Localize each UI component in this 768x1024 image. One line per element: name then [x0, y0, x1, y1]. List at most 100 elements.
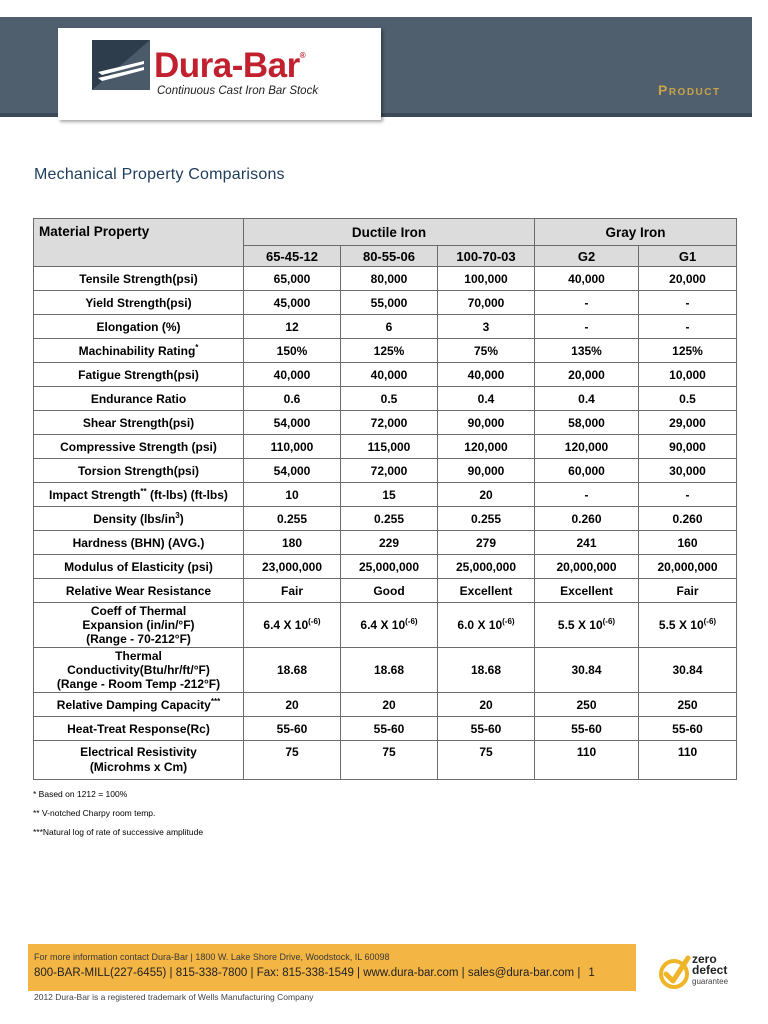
table-cell: 55-60 [340, 716, 438, 741]
table-cell: 40,000 [437, 362, 535, 387]
table-cell: 20,000 [534, 362, 639, 387]
table-cell: 0.5 [340, 386, 438, 411]
cell-value: 110 [677, 745, 698, 759]
property-label-text: Elongation (%) [96, 319, 181, 334]
cell-value: 29,000 [669, 415, 706, 430]
cell-value: 135% [571, 343, 602, 358]
table-cell: 0.4 [534, 386, 639, 411]
cell-value: 40,000 [467, 367, 505, 382]
table-cell: 241 [534, 530, 639, 555]
property-label: Relative Wear Resistance [33, 578, 244, 603]
table-cell: 20,000,000 [534, 554, 639, 579]
property-label-text: Hardness (BHN) (AVG.) [72, 535, 205, 550]
table-cell: 125% [638, 338, 737, 363]
table-cell: 54,000 [243, 458, 341, 483]
cell-value: 18.68 [276, 663, 308, 677]
cell-value: 55-60 [672, 721, 703, 736]
property-label: Thermal Conductivity(Btu/hr/ft/°F) (Range … [33, 647, 244, 693]
cell-value: 110,000 [270, 439, 314, 454]
header-grade: 100-70-03 [437, 245, 535, 267]
table-cell: 120,000 [534, 434, 639, 459]
table-row: Electrical Resistivity (Microhms x Cm) 75 7… [33, 740, 737, 780]
footnote: * Based on 1212 = 100% [33, 789, 128, 799]
table-cell: 18.68 [437, 647, 535, 693]
brand-tagline: Continuous Cast Iron Bar Stock [157, 85, 319, 97]
table-cell: 5.5 X 10(-6) [534, 602, 639, 648]
cell-value: 180 [281, 535, 303, 550]
table-cell: 18.68 [243, 647, 341, 693]
table-cell: 229 [340, 530, 438, 555]
property-label-line: Electrical Resistivity [80, 745, 197, 759]
property-label-line: Coeff of Thermal [90, 604, 187, 618]
table-cell: 0.4 [437, 386, 535, 411]
table-cell: - [638, 290, 737, 315]
cell-value: 250 [576, 697, 597, 712]
property-label-line: Expansion (in/in/°F) [82, 618, 195, 632]
table-cell: 120,000 [437, 434, 535, 459]
property-label-text: Fatigue Strength(psi) [78, 367, 199, 382]
cell-value: Fair [676, 583, 699, 598]
table-cell: 40,000 [243, 362, 341, 387]
table-row: Torsion Strength(psi) 54,000 72,000 90,000 6… [33, 458, 737, 483]
cell-exponent: (-6) [502, 617, 515, 626]
badge-line: zero [692, 952, 717, 966]
table-cell: 55,000 [340, 290, 438, 315]
property-label: Relative Damping Capacity*** [33, 692, 244, 717]
table-row: Coeff of Thermal Expansion (in/in/°F) (Ran… [33, 602, 737, 648]
footnote: ***Natural log of rate of successive amp… [33, 827, 204, 837]
table-cell: 110,000 [243, 434, 341, 459]
property-label: Electrical Resistivity (Microhms x Cm) [33, 740, 244, 780]
property-label: Elongation (%) [33, 314, 244, 339]
property-label-text: Endurance Ratio [90, 391, 187, 406]
table-cell: Excellent [534, 578, 639, 603]
table-row: Shear Strength(psi) 54,000 72,000 90,000 58,… [33, 410, 737, 435]
cell-value: 80,000 [370, 271, 408, 286]
table-cell: - [638, 482, 737, 507]
cell-value: 250 [677, 697, 698, 712]
cell-value: 10,000 [669, 367, 706, 382]
table-cell: 25,000,000 [437, 554, 535, 579]
cell-value: 6.4 X 10 [360, 618, 406, 632]
cell-value: 75 [382, 745, 396, 759]
table-row: Tensile Strength(psi) 65,000 80,000 100,000… [33, 266, 737, 291]
footnotes: * Based on 1212 = 100% ** V-notched Char… [33, 789, 203, 846]
cell-value: 0.4 [477, 391, 495, 406]
cell-value: 115,000 [367, 439, 411, 454]
cell-value: 40,000 [273, 367, 311, 382]
cell-value: 55-60 [276, 721, 308, 736]
table-cell: 6.4 X 10(-6) [340, 602, 438, 648]
table-cell: 10,000 [638, 362, 737, 387]
copyright: 2012 Dura-Bar is a registered trademark … [34, 992, 314, 1002]
table-row: Modulus of Elasticity (psi) 23,000,000 25,… [33, 554, 737, 579]
cell-exponent: (-6) [602, 617, 616, 626]
table-cell: 45,000 [243, 290, 341, 315]
footer-contact: For more information contact Dura-Bar | … [34, 952, 390, 962]
cell-value: 20 [479, 487, 493, 502]
table-cell: - [638, 314, 737, 339]
table-cell: 55-60 [534, 716, 639, 741]
cell-value: 125% [672, 343, 703, 358]
cell-value: 15 [382, 487, 396, 502]
property-label: Machinability Rating* [33, 338, 244, 363]
table-cell: 60,000 [534, 458, 639, 483]
property-label-text: Heat-Treat Response(Rc) [67, 721, 210, 736]
property-label: Heat-Treat Response(Rc) [33, 716, 244, 741]
cell-value: 55-60 [470, 721, 502, 736]
property-label: Impact Strength** (ft-lbs) (ft-lbs) [33, 482, 244, 507]
table-cell: 0.6 [243, 386, 341, 411]
cell-value: 60,000 [568, 463, 605, 478]
table-cell: 90,000 [638, 434, 737, 459]
property-label: Shear Strength(psi) [33, 410, 244, 435]
table-cell: 75 [340, 740, 438, 780]
table-cell: 0.255 [437, 506, 535, 531]
table-cell: 6 [340, 314, 438, 339]
checkmark-icon [659, 955, 691, 989]
cell-value: 0.260 [672, 511, 703, 526]
cell-value: - [584, 319, 589, 334]
footer-phone-web: 800-BAR-MILL(227-6455) | 815-338-7800 | … [34, 967, 595, 979]
table-cell: 20 [340, 692, 438, 717]
property-label-tail: (ft-lbs) (ft-lbs) [146, 487, 228, 502]
cell-value: 90,000 [467, 415, 505, 430]
table-cell: 80,000 [340, 266, 438, 291]
cell-value: 229 [378, 535, 400, 550]
